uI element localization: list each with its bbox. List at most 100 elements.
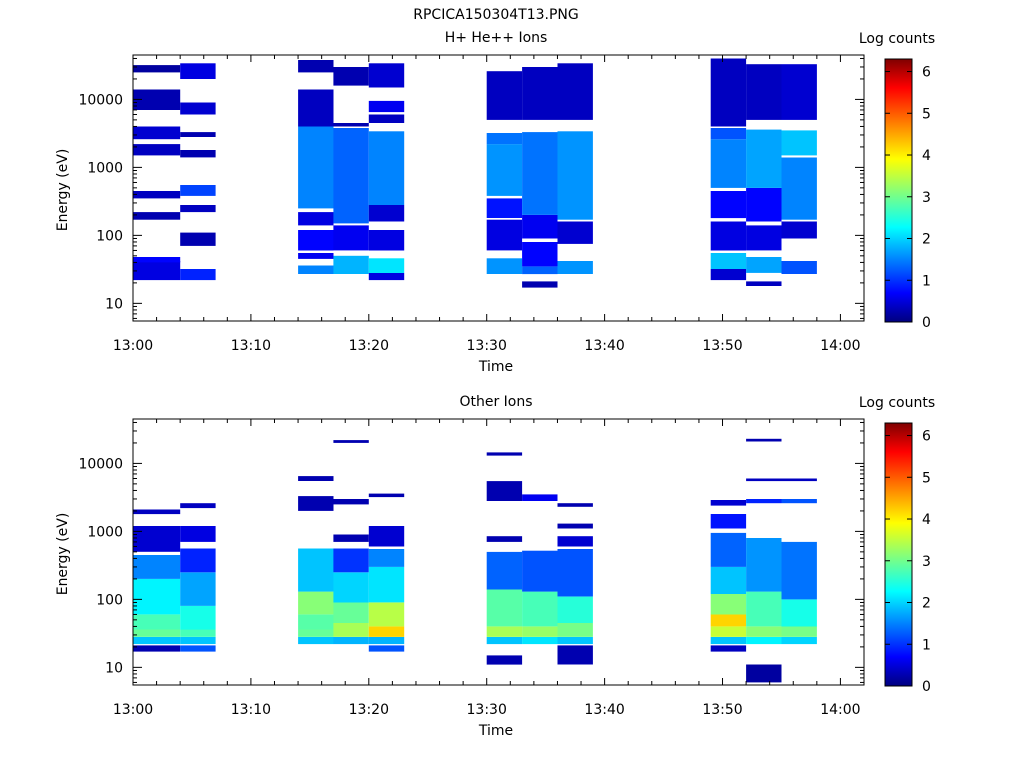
heatmap-cell: [180, 637, 216, 645]
heatmap-cell: [486, 655, 523, 665]
x-tick-label: 13:30: [467, 338, 507, 354]
heatmap-cell: [710, 269, 747, 281]
heatmap-cell: [557, 523, 593, 529]
heatmap-cell: [522, 266, 558, 275]
heatmap-cell: [298, 60, 334, 73]
heatmap-cell: [368, 626, 405, 637]
heatmap-cell: [746, 626, 782, 637]
heatmap-cell: [333, 255, 369, 274]
figure-title: RPCICA150304T13.PNG: [413, 7, 578, 23]
panel-2-ylabel: Energy (eV): [55, 513, 71, 596]
heatmap-cell: [522, 494, 558, 501]
heatmap-cell: [522, 214, 558, 239]
heatmap-cell: [522, 132, 558, 215]
heatmap-cell: [133, 578, 181, 615]
y-tick-label: 10000: [78, 456, 123, 472]
heatmap-cell: [180, 503, 216, 509]
y-tick-label: 10000: [78, 92, 123, 108]
heatmap-cell: [133, 555, 181, 579]
panel-1-ylabel: Energy (eV): [55, 149, 71, 232]
heatmap-cell: [781, 64, 817, 120]
heatmap-cell: [746, 499, 782, 504]
heatmap-cell: [133, 191, 181, 199]
colorbar-tick-label: 6: [922, 65, 931, 81]
heatmap-cell: [746, 591, 782, 627]
y-tick-label: 1000: [87, 524, 123, 540]
heatmap-cell: [333, 622, 369, 637]
colorbar-tick-label: 1: [922, 637, 931, 653]
x-tick-label: 13:10: [231, 338, 271, 354]
y-tick-label: 100: [96, 228, 123, 244]
colorbar-tick-label: 1: [922, 273, 931, 289]
heatmap-cell: [746, 129, 782, 188]
colorbar-tick-label: 5: [922, 470, 931, 486]
heatmap-cell: [180, 185, 216, 196]
x-tick-label: 14:00: [820, 702, 860, 718]
heatmap-cell: [333, 225, 369, 251]
panel-2-x-axis: 13:00 13:10 13:20 13:30 13:40 13:50 14:00: [113, 419, 865, 718]
heatmap-cell: [522, 550, 558, 592]
heatmap-cell: [133, 212, 181, 220]
heatmap-cell: [781, 637, 817, 645]
heatmap-cell: [746, 438, 782, 442]
heatmap-cell: [557, 645, 593, 665]
heatmap-cell: [486, 481, 523, 501]
heatmap-cell: [180, 63, 216, 79]
panel-2: Other Ions Energy (eV) Time Log counts 1…: [55, 394, 935, 739]
x-tick-label: 13:40: [584, 702, 624, 718]
heatmap-cell: [522, 637, 558, 645]
heatmap-cell: [133, 65, 181, 73]
heatmap-cell: [298, 629, 334, 637]
heatmap-cell: [368, 493, 405, 498]
heatmap-cell: [368, 114, 405, 123]
heatmap-cell: [133, 257, 181, 263]
heatmap-cell: [746, 538, 782, 592]
heatmap-cell: [746, 225, 782, 251]
x-tick-label: 13:00: [113, 702, 153, 718]
heatmap-cell: [781, 157, 817, 220]
panel-1-heatmap: [133, 58, 817, 288]
heatmap-cell: [557, 637, 593, 645]
heatmap-cell: [368, 230, 405, 251]
heatmap-cell: [710, 645, 747, 652]
heatmap-cell: [746, 478, 782, 482]
heatmap-cell: [710, 221, 747, 251]
y-tick-label: 100: [96, 592, 123, 608]
heatmap-cell: [298, 89, 334, 127]
heatmap-cell: [710, 614, 747, 627]
panel-1-title: H+ He++ Ions: [445, 30, 548, 46]
heatmap-cell: [486, 637, 523, 645]
heatmap-cell: [486, 258, 523, 274]
heatmap-cell: [781, 221, 817, 239]
heatmap-cell: [710, 566, 747, 594]
heatmap-cell: [133, 637, 181, 645]
heatmap-cell: [710, 594, 747, 615]
colorbar-tick-label: 3: [922, 554, 931, 570]
heatmap-cell: [368, 645, 405, 652]
heatmap-cell: [133, 614, 181, 630]
y-tick-label: 1000: [87, 160, 123, 176]
heatmap-cell: [368, 549, 405, 567]
colorbar-tick-label: 2: [922, 232, 931, 248]
heatmap-cell: [368, 637, 405, 645]
colorbar-tick-label: 2: [922, 596, 931, 612]
panel-1-colorbar-ticks: 0 1 2 3 4 5 6: [885, 65, 931, 331]
panel-2-heatmap: [133, 438, 817, 683]
heatmap-cell: [746, 187, 782, 222]
heatmap-cell: [368, 131, 405, 205]
colorbar-tick-label: 3: [922, 190, 931, 206]
heatmap-cell: [298, 614, 334, 630]
heatmap-cell: [557, 503, 593, 507]
heatmap-cell: [746, 64, 782, 120]
heatmap-cell: [333, 67, 369, 86]
heatmap-cell: [298, 591, 334, 615]
heatmap-cell: [781, 599, 817, 627]
heatmap-cell: [368, 205, 405, 222]
heatmap-cell: [710, 626, 747, 637]
heatmap-cell: [781, 626, 817, 637]
panel-2-colorbar-label: Log counts: [859, 395, 935, 411]
heatmap-cell: [368, 566, 405, 603]
heatmap-cell: [180, 102, 216, 115]
heatmap-cell: [486, 452, 523, 456]
heatmap-cell: [333, 548, 369, 573]
